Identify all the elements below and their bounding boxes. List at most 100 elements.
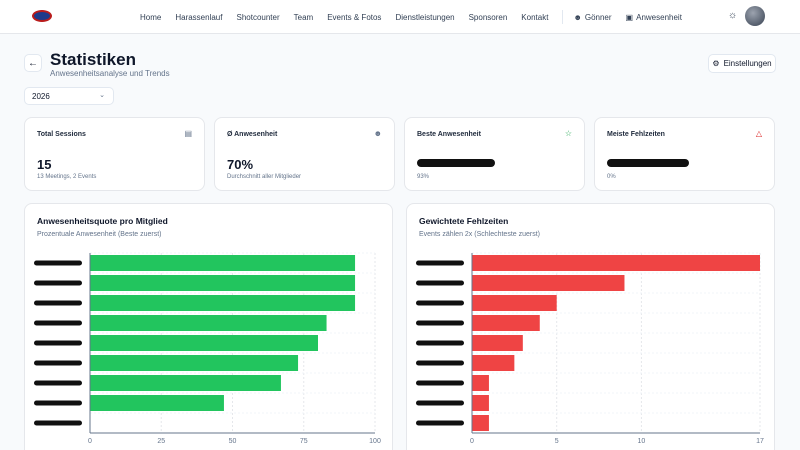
attendance-chart-panel: Anwesenheitsquote pro Mitglied Prozentua… <box>24 203 393 450</box>
chart-bar[interactable] <box>472 275 625 291</box>
clipboard-icon: ▣ <box>625 12 634 22</box>
absences-chart-panel: Gewichtete Fehlzeiten Events zählen 2x (… <box>406 203 775 450</box>
nav-harassenlauf[interactable]: Harassenlauf <box>175 12 223 22</box>
redacted-category-label <box>34 400 82 406</box>
chart-bar[interactable] <box>472 395 489 411</box>
x-tick-label: 0 <box>88 438 92 445</box>
x-tick-label: 0 <box>470 438 474 445</box>
chart-bar[interactable] <box>472 335 523 351</box>
attendance-bar-chart: 0 25 50 75 100 <box>34 252 381 445</box>
redacted-category-label <box>34 300 82 306</box>
redacted-category-label <box>416 400 464 406</box>
chart-bar[interactable] <box>90 335 318 351</box>
chart-bar[interactable] <box>472 355 515 371</box>
user-avatar[interactable] <box>745 6 765 26</box>
x-tick-label: 17 <box>756 438 764 445</box>
stat-card-value: 70% <box>227 157 254 172</box>
nav-events-fotos[interactable]: Events & Fotos <box>327 12 382 22</box>
redacted-category-label <box>416 300 464 306</box>
redacted-category-label <box>34 320 82 326</box>
nav-home[interactable]: Home <box>140 12 162 22</box>
page-title: Statistiken <box>50 50 136 69</box>
users-icon: ☻ <box>373 129 382 138</box>
chart-title: Anwesenheitsquote pro Mitglied <box>37 216 168 226</box>
x-tick-label: 25 <box>157 438 165 445</box>
alert-triangle-icon: △ <box>755 129 762 138</box>
stat-card-value: 15 <box>37 157 52 172</box>
chart-bar[interactable] <box>90 355 299 371</box>
back-button[interactable]: ← <box>24 54 42 72</box>
redacted-category-label <box>416 320 464 326</box>
redacted-category-label <box>34 420 82 426</box>
stat-card-label: Meiste Fehlzeiten <box>607 131 665 138</box>
nav-dienstleistungen[interactable]: Dienstleistungen <box>395 12 455 22</box>
redacted-category-label <box>34 380 82 386</box>
redacted-category-label <box>34 360 82 366</box>
chart-bar[interactable] <box>90 315 327 331</box>
stat-card-label: Ø Anwesenheit <box>227 131 278 138</box>
year-select-value: 2026 <box>32 91 50 101</box>
chart-subtitle: Events zählen 2x (Schlechteste zuerst) <box>419 231 541 238</box>
calendar-icon: ▤ <box>184 129 192 138</box>
chart-bar[interactable] <box>472 255 760 271</box>
redacted-category-label <box>34 280 82 286</box>
theme-toggle-sun-icon[interactable]: ☼ <box>728 10 738 21</box>
stat-card-label: Total Sessions <box>37 131 86 138</box>
nav-shotcounter[interactable]: Shotcounter <box>236 12 280 22</box>
gear-icon: ⚙ <box>712 59 720 68</box>
stat-card-total-sessions: Total Sessions ▤ 15 13 Meetings, 2 Event… <box>24 117 205 191</box>
page-subtitle: Anwesenheitsanalyse und Trends <box>50 69 170 78</box>
year-select[interactable]: 2026 ⌄ <box>24 87 114 105</box>
stat-card-avg-attendance: Ø Anwesenheit ☻ 70% Durchschnitt aller M… <box>214 117 395 191</box>
nav-anwesenheit[interactable]: ▣ Anwesenheit <box>626 13 682 22</box>
x-tick-label: 75 <box>300 438 308 445</box>
stat-card-subtext: 13 Meetings, 2 Events <box>37 174 97 180</box>
chart-bar[interactable] <box>472 315 540 331</box>
nav-sponsoren[interactable]: Sponsoren <box>468 12 508 22</box>
redacted-category-label <box>416 360 464 366</box>
redacted-category-label <box>416 260 464 266</box>
x-tick-label: 50 <box>229 438 237 445</box>
nav-goenner-label: Gönner <box>584 12 612 22</box>
users-icon: ☻ <box>573 12 582 22</box>
redacted-category-label <box>34 260 82 266</box>
stat-card-label: Beste Anwesenheit <box>417 131 481 138</box>
stat-card-subtext: 0% <box>607 174 616 180</box>
arrow-left-icon: ← <box>28 57 38 69</box>
nav-team[interactable]: Team <box>293 12 314 22</box>
redacted-member-name <box>607 159 689 167</box>
chart-bar[interactable] <box>472 295 557 311</box>
chevron-down-icon: ⌄ <box>99 92 105 99</box>
main-nav: Home Harassenlauf Shotcounter Team Event… <box>140 0 696 34</box>
redacted-category-label <box>416 420 464 426</box>
x-tick-label: 5 <box>555 438 559 445</box>
nav-kontakt[interactable]: Kontakt <box>521 12 549 22</box>
chart-bar[interactable] <box>472 415 489 431</box>
chart-bar[interactable] <box>90 275 356 291</box>
x-tick-label: 100 <box>369 438 381 445</box>
chart-subtitle: Prozentuale Anwesenheit (Beste zuerst) <box>37 231 162 238</box>
redacted-category-label <box>416 380 464 386</box>
nav-divider <box>562 10 564 24</box>
chart-title: Gewichtete Fehlzeiten <box>419 216 509 226</box>
stat-card-subtext: Durchschnitt aller Mitglieder <box>227 174 302 180</box>
chart-bar[interactable] <box>90 255 356 271</box>
settings-button-label: Einstellungen <box>723 59 772 68</box>
chart-bar[interactable] <box>90 375 281 391</box>
top-navigation-bar: Home Harassenlauf Shotcounter Team Event… <box>0 0 800 34</box>
absences-bar-chart: 0 5 10 17 <box>416 252 764 445</box>
chart-bar[interactable] <box>90 295 356 311</box>
redacted-member-name <box>417 159 495 167</box>
redacted-category-label <box>416 280 464 286</box>
redacted-category-label <box>416 340 464 346</box>
club-logo[interactable] <box>32 10 52 22</box>
redacted-category-label <box>34 340 82 346</box>
nav-anwesenheit-label: Anwesenheit <box>636 12 682 22</box>
settings-button[interactable]: ⚙ Einstellungen <box>708 54 776 73</box>
stat-card-most-absences: Meiste Fehlzeiten △ 0% <box>594 117 775 191</box>
x-tick-label: 10 <box>638 438 646 445</box>
stat-card-best-attendance: Beste Anwesenheit ☆ 93% <box>404 117 585 191</box>
chart-bar[interactable] <box>472 375 489 391</box>
chart-bar[interactable] <box>90 395 224 411</box>
nav-goenner[interactable]: ☻ Gönner <box>573 13 611 22</box>
